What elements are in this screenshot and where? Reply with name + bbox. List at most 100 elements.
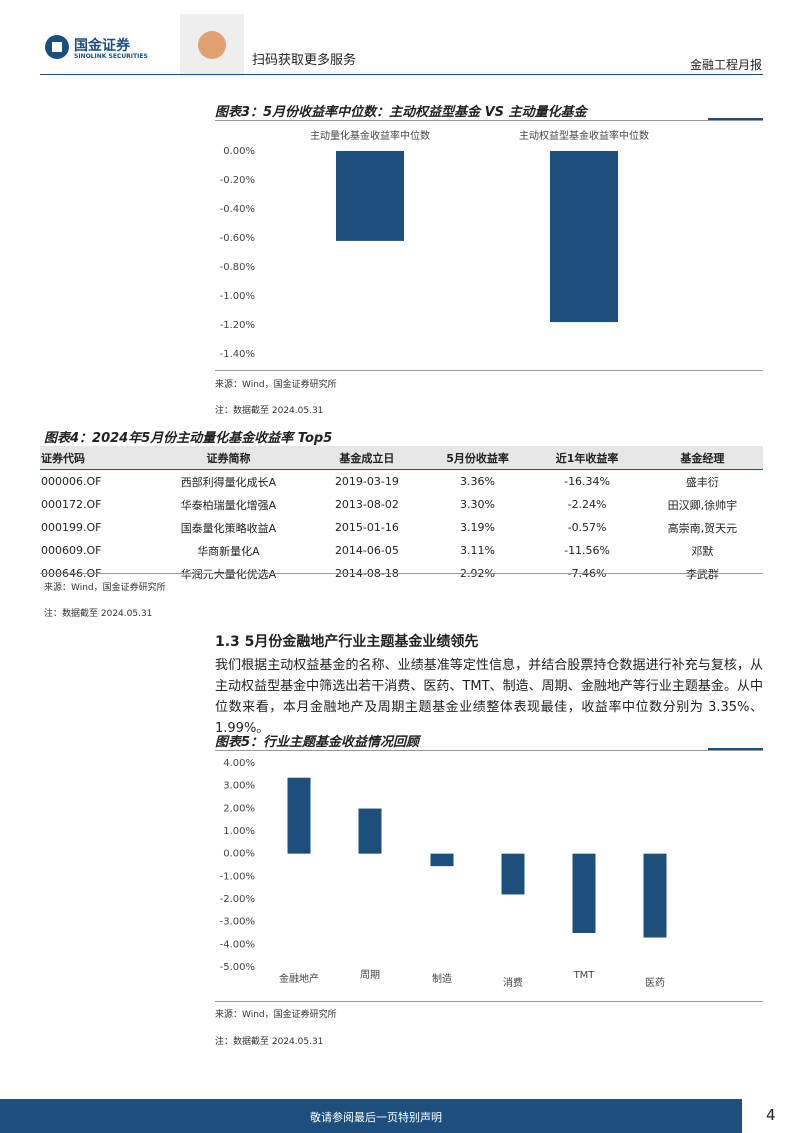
rule: [215, 370, 763, 371]
paragraph: 我们根据主动权益基金的名称、业绩基准等定性信息，并结合股票持仓数据进行补充与复核…: [215, 658, 763, 736]
y-tick-label: 3.00%: [223, 781, 255, 792]
y-tick-label: -1.00%: [220, 871, 255, 882]
page-number: 4: [766, 1106, 776, 1124]
table-cell: 国泰量化策略收益A: [180, 521, 277, 535]
table-cell: 华泰柏瑞量化增强A: [180, 498, 277, 512]
table-cell: 高崇南,贺天元: [667, 521, 738, 535]
y-tick-label: -1.00%: [220, 291, 255, 302]
source: 来源：Wind，国金证券研究所: [215, 1010, 337, 1020]
y-tick-label: -5.00%: [220, 962, 255, 973]
rule-accent: [708, 118, 763, 120]
y-tick-label: -3.00%: [220, 917, 255, 928]
footer-bar: [0, 1099, 742, 1133]
table-row: 000172.OF 华泰柏瑞量化增强A 2013-08-02 3.30% -2.24% 田…: [40, 493, 763, 516]
bar: [287, 777, 311, 854]
y-tick-label: 0.00%: [223, 146, 255, 157]
figure-title: 图表5：行业主题基金收益情况回顾: [215, 735, 420, 750]
y-tick-label: -0.20%: [220, 175, 255, 186]
bar: [336, 151, 404, 241]
chart: 0.00% -0.20% -0.40% -0.60% -0.80% -1.00% -1.20…: [220, 129, 649, 360]
table-header: 5月份收益率: [422, 446, 533, 470]
table-cell: 盛丰衍: [685, 475, 719, 489]
table-cell: -11.56%: [564, 544, 611, 557]
table-cell: 2019-03-19: [334, 475, 399, 488]
table-cell: 000199.OF: [41, 521, 102, 534]
y-tick-label: 0.00%: [223, 849, 255, 860]
rule: [40, 573, 763, 574]
table-cell: -16.34%: [564, 475, 611, 488]
table-cell: 西部利得量化成长A: [180, 475, 277, 489]
table-cell: 3.30%: [460, 498, 495, 511]
rule: [215, 120, 763, 121]
table-cell: 000609.OF: [41, 544, 102, 557]
table-cell: 3.19%: [460, 521, 495, 534]
note: 注：数据截至 2024.05.31: [215, 1037, 324, 1047]
disclaimer: 敬请参阅最后一页特别声明: [310, 1111, 442, 1124]
x-tick-label: 医药: [645, 977, 665, 989]
table-cell: 华润元大量化优选A: [180, 567, 277, 581]
table-cell: 000006.OF: [41, 475, 102, 488]
table-cell: 000172.OF: [41, 498, 102, 511]
x-tick-label: TMT: [573, 970, 596, 981]
y-tick-label: 2.00%: [223, 803, 255, 814]
y-tick-label: -0.60%: [220, 233, 255, 244]
table-cell: 2013-08-02: [334, 498, 399, 511]
y-tick-label: -2.00%: [220, 894, 255, 905]
table-header: 基金经理: [641, 446, 763, 470]
logo-cn: 国金证券: [74, 38, 130, 54]
table-cell: 3.36%: [460, 475, 495, 488]
table-cell: 田汉卿,徐帅宇: [667, 498, 738, 512]
bar: [550, 151, 618, 323]
table-header: 证券代码: [40, 446, 146, 470]
qr-code: [180, 14, 244, 76]
table-cell: -0.57%: [567, 521, 607, 534]
x-tick-label: 制造: [432, 972, 452, 985]
table-cell: 华商新量化A: [197, 544, 260, 558]
y-tick-label: -1.40%: [220, 349, 255, 360]
bar: [430, 853, 454, 867]
rule: [215, 1001, 763, 1002]
rule-accent: [708, 748, 763, 750]
section-heading: 1.3 5月份金融地产行业主题基金业绩领先: [215, 634, 479, 650]
y-tick-label: -0.80%: [220, 262, 255, 273]
table-cell: 3.11%: [460, 544, 495, 557]
x-tick-label: 消费: [503, 976, 523, 989]
source: 来源：Wind，国金证券研究所: [44, 583, 166, 593]
header-rule: [40, 74, 763, 75]
x-tick-label: 周期: [360, 969, 380, 981]
table-cell: 邓默: [691, 544, 714, 558]
bar: [643, 853, 667, 938]
bar: [572, 853, 596, 933]
table-header: 近1年收益率: [532, 446, 642, 470]
chart: 4.00% 3.00% 2.00% 1.00% 0.00% -1.00% -2.00% -3.…: [220, 758, 667, 989]
table-header: 证券简称: [145, 446, 312, 470]
table-row: 000006.OF 西部利得量化成长A 2019-03-19 3.36% -16.34%…: [40, 470, 763, 494]
source: 来源：Wind，国金证券研究所: [215, 380, 337, 390]
table-header: 基金成立日: [311, 446, 423, 470]
report-type: 金融工程月报: [690, 58, 763, 72]
note: 注：数据截至 2024.05.31: [215, 406, 324, 416]
x-tick-label: 主动权益型基金收益率中位数: [519, 129, 649, 142]
table: 证券代码 证券简称 基金成立日 5月份收益率 近1年收益率 基金经理 000006.OF 西部…: [40, 446, 763, 585]
y-tick-label: -4.00%: [220, 939, 255, 950]
y-tick-label: 4.00%: [223, 758, 255, 769]
table-cell: 李武群: [685, 567, 719, 581]
logo-icon: [45, 35, 69, 59]
y-tick-label: 1.00%: [223, 826, 255, 837]
bar: [501, 853, 525, 895]
y-tick-label: -1.20%: [220, 320, 255, 331]
bar: [358, 808, 382, 854]
x-tick-label: 主动量化基金收益率中位数: [310, 129, 430, 142]
x-tick-label: 金融地产: [279, 972, 319, 985]
note: 注：数据截至 2024.05.31: [44, 609, 153, 619]
table-row: 000199.OF 国泰量化策略收益A 2015-01-16 3.19% -0.57% 高…: [40, 516, 763, 539]
figure-title: 图表3：5月份收益率中位数：主动权益型基金 VS 主动量化基金: [215, 105, 587, 120]
y-tick-label: -0.40%: [220, 204, 255, 215]
table-cell: -2.24%: [567, 498, 607, 511]
table-cell: 2014-06-05: [334, 544, 399, 557]
table-title: 图表4：2024年5月份主动量化基金收益率 Top5: [44, 431, 333, 446]
qr-text: 扫码获取更多服务: [252, 53, 357, 68]
rule: [215, 750, 763, 751]
table-row: 000609.OF 华商新量化A 2014-06-05 3.11% -11.56% 邓默: [40, 539, 763, 562]
